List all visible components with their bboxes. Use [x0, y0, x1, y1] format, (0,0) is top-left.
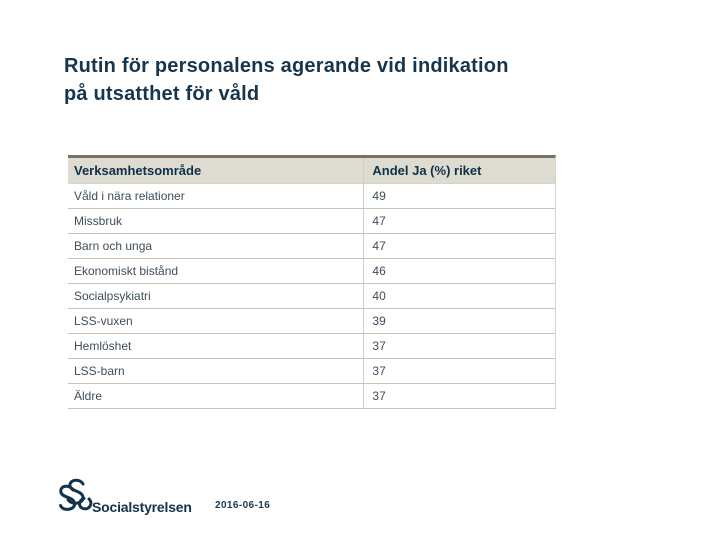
table-cell-area: LSS-vuxen — [68, 309, 365, 333]
table-cell-value: 37 — [372, 389, 386, 403]
table-cell-value: 37 — [372, 339, 386, 353]
table-cell-area: Missbruk — [68, 209, 365, 233]
table-cell-value: 49 — [372, 189, 386, 203]
table-cell-value: 47 — [372, 214, 386, 228]
socialstyrelsen-logo: Socialstyrelsen — [56, 477, 256, 525]
table-cell-area: Ekonomiskt bistånd — [68, 259, 365, 283]
slide-date: 2016-06-16 — [215, 500, 271, 511]
table-header-value: Andel Ja (%) riket — [372, 163, 482, 178]
page-title-line2: på utsatthet för våld — [64, 83, 260, 105]
table-cell-area: Hemlöshet — [68, 334, 365, 358]
table-header-area: Verksamhetsområde — [68, 158, 365, 183]
results-table: Verksamhetsområde Andel Ja (%) riket Vål… — [68, 155, 556, 409]
table-header-row: Verksamhetsområde Andel Ja (%) riket — [68, 158, 555, 184]
page-title: Rutin för personalens agerande vid indik… — [64, 52, 644, 108]
table-cell-value: 37 — [372, 364, 386, 378]
table-row: Missbruk 47 — [68, 209, 555, 234]
table-row: Våld i nära relationer 49 — [68, 184, 555, 209]
table-row: Äldre 37 — [68, 384, 555, 409]
table-cell-value: 40 — [372, 289, 386, 303]
table-cell-area: Våld i nära relationer — [68, 184, 365, 208]
table-cell-area: Äldre — [68, 384, 365, 408]
table-cell-area: LSS-barn — [68, 359, 365, 383]
table-cell-value: 47 — [372, 239, 386, 253]
table-row: Ekonomiskt bistånd 46 — [68, 259, 555, 284]
socialstyrelsen-wordmark: Socialstyrelsen — [92, 499, 192, 515]
table-row: Barn och unga 47 — [68, 234, 555, 259]
table-row: LSS-barn 37 — [68, 359, 555, 384]
table-cell-area: Barn och unga — [68, 234, 365, 258]
table-row: Socialpsykiatri 40 — [68, 284, 555, 309]
table-cell-value: 39 — [372, 314, 386, 328]
page-title-line1: Rutin för personalens agerande vid indik… — [64, 55, 509, 77]
table-cell-area: Socialpsykiatri — [68, 284, 365, 308]
table-cell-value: 46 — [372, 264, 386, 278]
table-row: LSS-vuxen 39 — [68, 309, 555, 334]
table-row: Hemlöshet 37 — [68, 334, 555, 359]
socialstyrelsen-emblem-icon — [56, 477, 96, 520]
